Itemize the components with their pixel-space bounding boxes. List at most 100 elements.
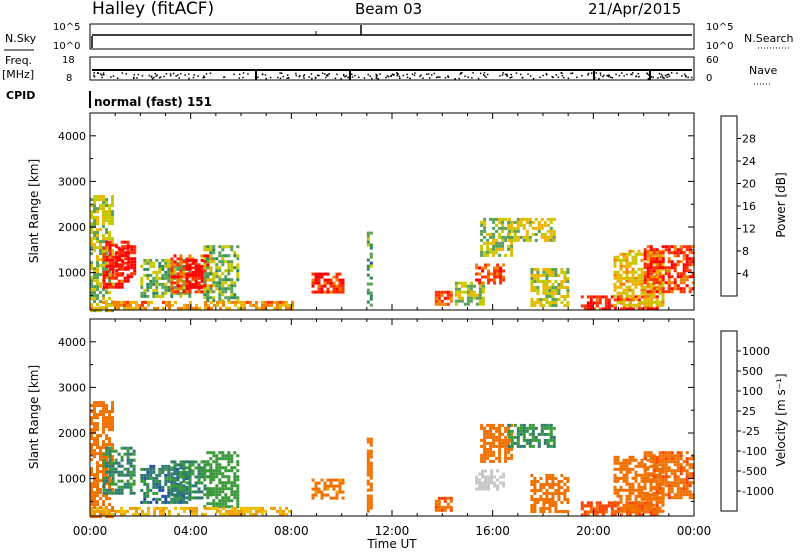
velocity-cell (679, 466, 683, 470)
velocity-cell (483, 426, 487, 430)
velocity-cell (108, 458, 112, 462)
velocity-cell (682, 487, 686, 491)
velocity-cell (117, 488, 121, 492)
velocity-cell (102, 488, 106, 492)
velocity-cell (552, 426, 556, 430)
power-cell (111, 240, 114, 244)
power-cell (209, 272, 213, 276)
power-cell (616, 298, 620, 302)
velocity-cell (490, 472, 494, 476)
power-cell (93, 201, 96, 205)
power-cell (546, 238, 550, 242)
power-cell (691, 245, 695, 249)
velocity-cell (480, 426, 484, 430)
velocity-cell (111, 455, 114, 459)
velocity-cell (170, 472, 174, 476)
power-cell (661, 245, 665, 249)
power-cell (366, 237, 370, 241)
power-cell (90, 288, 93, 292)
velocity-cell (664, 454, 668, 458)
velocity-cell (676, 487, 680, 491)
power-cell (652, 251, 656, 255)
velocity-cell (146, 467, 150, 471)
velocity-cell (338, 478, 342, 482)
power-cell (646, 263, 650, 267)
power-cell (613, 285, 617, 289)
velocity-cell (658, 496, 662, 500)
power-cell (525, 238, 529, 242)
velocity-cell (610, 504, 614, 508)
power-cell (622, 282, 626, 286)
power-cell (111, 198, 114, 202)
power-cell (114, 282, 118, 286)
nave-point (687, 76, 689, 79)
power-cell (276, 303, 279, 307)
velocity-cell (192, 512, 195, 516)
power-cell (108, 252, 112, 256)
power-cell (144, 306, 147, 310)
noise-panel-frame (89, 23, 695, 50)
power-cell (616, 258, 620, 262)
velocity-cell (634, 500, 638, 504)
power-cell (270, 303, 273, 307)
power-cell (437, 290, 441, 294)
velocity-cell (158, 488, 162, 492)
velocity-cell (504, 453, 508, 457)
power-cell (507, 232, 511, 236)
power-cell (96, 216, 99, 220)
power-cell (685, 278, 689, 282)
power-cell (454, 284, 458, 288)
velocity-cell (132, 464, 136, 468)
power-cell (613, 255, 617, 259)
velocity-cell (221, 466, 225, 470)
power-cell (96, 198, 99, 202)
velocity-cell (206, 463, 210, 467)
power-cell (326, 272, 330, 276)
power-cell (224, 278, 228, 282)
power-cell (93, 267, 96, 271)
velocity-cell (164, 476, 168, 480)
power-cell (454, 281, 458, 285)
velocity-cell (649, 481, 653, 485)
velocity-cell (188, 487, 192, 491)
power-cell (99, 249, 102, 253)
velocity-cell (661, 500, 665, 504)
nave-point (377, 78, 379, 80)
velocity-cell (90, 506, 93, 510)
velocity-cell (108, 446, 112, 450)
velocity-cell (610, 513, 614, 517)
power-cell (152, 288, 156, 292)
velocity-cell (108, 440, 111, 444)
velocity-cell (540, 423, 544, 427)
velocity-cell (522, 429, 526, 433)
nave-point (172, 72, 175, 75)
power-cell (434, 296, 438, 300)
velocity-cell (484, 478, 488, 482)
velocity-cell (688, 493, 692, 497)
power-cell (493, 281, 497, 285)
power-cell (102, 255, 106, 259)
velocity-cell (652, 457, 656, 461)
power-cell (667, 284, 671, 288)
power-cell (457, 296, 461, 300)
power-cell (649, 269, 653, 273)
velocity-cell (557, 489, 561, 492)
velocity-cell (480, 456, 484, 460)
velocity-cell (546, 432, 550, 436)
power-cell (551, 298, 555, 301)
power-cell (613, 273, 617, 277)
power-cell (222, 300, 225, 304)
velocity-cell (102, 482, 106, 486)
time-tick-label: 20:00 (576, 524, 611, 538)
power-cell (622, 307, 626, 311)
velocity-cell (99, 413, 102, 417)
power-cell (123, 279, 127, 283)
velocity-cell (234, 509, 237, 513)
velocity-cell (126, 467, 130, 471)
velocity-cell (179, 500, 183, 504)
power-cell (320, 284, 324, 288)
power-cell (493, 266, 497, 270)
velocity-cell (215, 484, 219, 488)
power-cell (173, 290, 177, 294)
power-cell (93, 300, 96, 304)
